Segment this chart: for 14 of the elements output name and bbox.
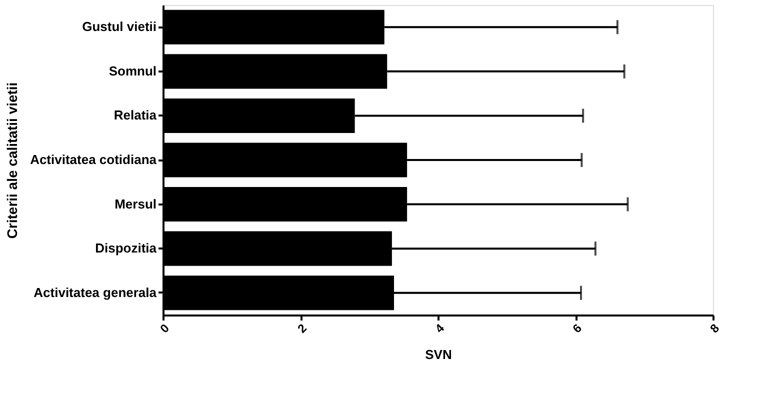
y-tick-label: Mersul bbox=[114, 196, 156, 212]
x-tick-label: 0 bbox=[157, 320, 172, 336]
x-axis-title: SVN bbox=[425, 346, 452, 362]
y-tick-label: Dispozitia bbox=[95, 240, 158, 256]
y-tick-label: Gustul vietii bbox=[82, 19, 156, 34]
y-tick-label: Activitatea cotidiana bbox=[30, 152, 158, 167]
x-tick-label: 2 bbox=[294, 320, 310, 336]
x-tick-label: 8 bbox=[707, 320, 722, 336]
y-tick-label: Activitatea generala bbox=[34, 284, 158, 300]
y-axis-title: Criterii ale calitatii vietii bbox=[4, 82, 20, 239]
x-tick-label: 6 bbox=[570, 320, 585, 336]
y-tick-label: Somnul bbox=[108, 63, 156, 78]
y-tick-label: Relatia bbox=[114, 108, 158, 123]
x-tick-label: 4 bbox=[432, 320, 448, 336]
